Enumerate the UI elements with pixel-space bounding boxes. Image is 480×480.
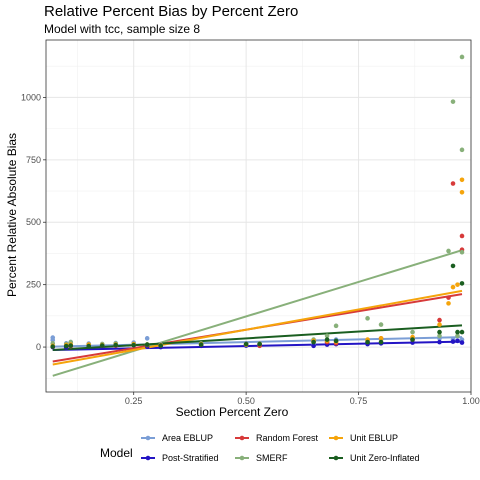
data-point (324, 337, 330, 342)
data-point (446, 301, 451, 306)
data-point (50, 337, 56, 343)
data-point (365, 316, 370, 321)
fit-line (52, 249, 463, 377)
chart-title: Relative Percent Bias by Percent Zero (44, 3, 299, 20)
legend-label: Area EBLUP (162, 433, 213, 443)
data-point (324, 333, 330, 339)
legend-key-point (239, 435, 245, 441)
data-point (455, 282, 460, 287)
data-point (446, 295, 451, 300)
data-point (450, 284, 456, 290)
legend-title: Model (100, 446, 133, 460)
data-point (450, 339, 456, 344)
panel-frame (45, 39, 472, 393)
plot-panel (46, 40, 471, 392)
x-tick-label: 0.50 (237, 396, 255, 406)
data-point (437, 317, 442, 323)
y-tick-label: 750 (26, 155, 41, 165)
data-point (450, 181, 456, 186)
data-point (459, 233, 465, 239)
data-point (446, 248, 451, 254)
data-point (437, 333, 442, 339)
data-point (243, 341, 249, 347)
data-point (455, 333, 460, 339)
x-tick-label: 0.75 (350, 396, 368, 406)
y-axis-title: Percent Relative Absolute Bias (5, 133, 19, 297)
data-point (459, 329, 465, 335)
data-point (378, 336, 384, 341)
legend-label: Post-Stratified (162, 453, 219, 463)
data-point (68, 343, 74, 348)
panel-border (45, 39, 472, 393)
legend-key-point (145, 455, 151, 461)
fit-line (52, 324, 463, 352)
data-point (459, 147, 465, 153)
legend-label: Random Forest (256, 433, 319, 443)
x-axis-title: Section Percent Zero (176, 405, 289, 419)
x-tick-label: 0.25 (125, 396, 143, 406)
legend-key-point (333, 455, 339, 461)
data-point (86, 343, 92, 349)
legend-label: Unit Zero-Inflated (350, 453, 420, 463)
data-point (158, 343, 163, 348)
legend: Model Area EBLUP Post-Stratified Random Fo… (100, 433, 420, 463)
legend-key-point (145, 435, 151, 441)
data-point (365, 339, 370, 345)
data-point (450, 263, 456, 269)
data-point (455, 329, 460, 335)
data-point (459, 177, 465, 183)
y-tick-label: 1000 (21, 92, 41, 102)
data-point (455, 338, 460, 344)
data-point (437, 329, 442, 335)
data-point (459, 340, 465, 345)
fit-line (52, 289, 463, 366)
data-point (131, 342, 136, 348)
legend-key-point (239, 455, 245, 461)
data-points (50, 54, 465, 350)
data-point (257, 341, 262, 347)
data-point (113, 342, 119, 348)
data-point (450, 99, 456, 104)
data-point (459, 54, 465, 60)
data-point (63, 343, 69, 349)
data-point (144, 342, 150, 347)
legend-label: Unit EBLUP (350, 433, 398, 443)
chart-subtitle: Model with tcc, sample size 8 (44, 22, 201, 36)
legend-label: SMERF (256, 453, 288, 463)
legend-key-point (333, 435, 339, 441)
data-point (311, 343, 316, 349)
data-point (459, 281, 465, 286)
data-point (311, 339, 316, 345)
data-point (333, 323, 339, 329)
data-point (378, 339, 384, 345)
data-point (459, 249, 465, 255)
data-point (50, 344, 56, 349)
axes: 0.25 0.50 0.75 1.00 0 250 500 750 1000 (21, 92, 480, 406)
data-point (459, 189, 465, 195)
y-tick-label: 500 (26, 217, 41, 227)
data-point (99, 343, 105, 348)
data-point (410, 337, 415, 342)
grid-lines (46, 40, 472, 392)
data-point (410, 329, 415, 335)
data-point (437, 339, 442, 345)
x-tick-label: 1.00 (462, 396, 480, 406)
data-point (333, 338, 339, 344)
data-point (198, 342, 204, 347)
data-point (437, 322, 442, 327)
data-point (144, 336, 150, 341)
y-tick-label: 0 (36, 342, 41, 352)
y-tick-label: 250 (26, 280, 41, 290)
panel-background (46, 40, 471, 392)
data-point (378, 322, 384, 327)
